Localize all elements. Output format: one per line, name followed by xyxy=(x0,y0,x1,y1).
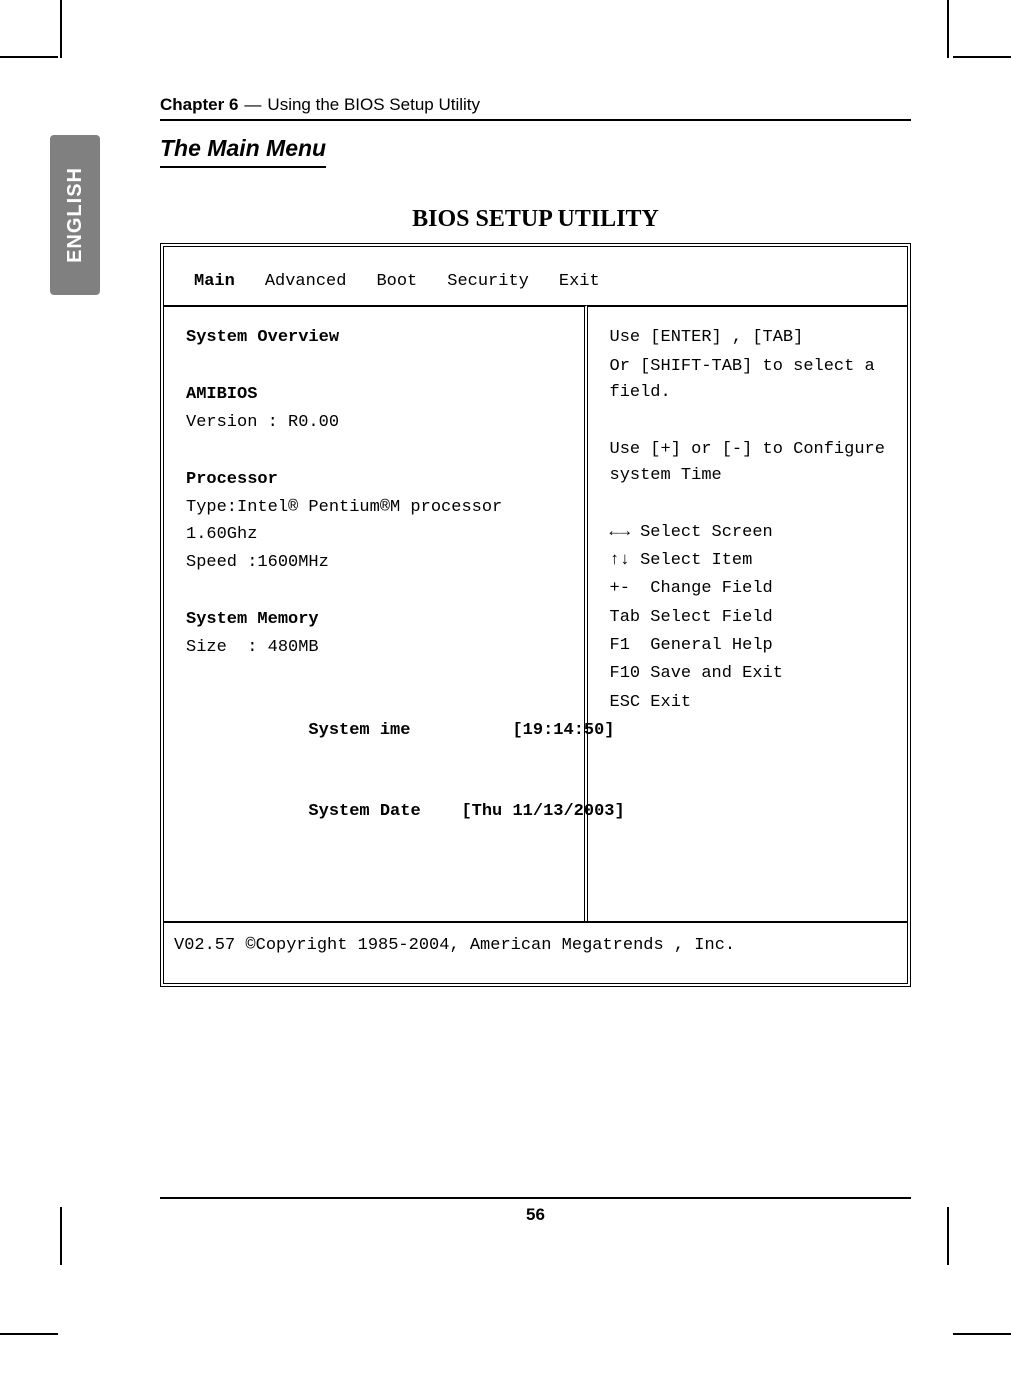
help-f10: F10 Save and Exit xyxy=(610,661,899,687)
system-memory-heading: System Memory xyxy=(186,607,578,633)
page-number: 56 xyxy=(160,1205,911,1225)
tab-main[interactable]: Main xyxy=(194,269,235,295)
system-time-row[interactable]: System ime [19:14:50] xyxy=(186,692,578,771)
header-title: Using the BIOS Setup Utility xyxy=(267,95,480,115)
tab-advanced[interactable]: Advanced xyxy=(265,269,347,295)
crop-mark xyxy=(953,1333,1011,1335)
bios-help-panel: Use [ENTER] , [TAB] Or [SHIFT-TAB] to se… xyxy=(588,305,907,920)
amibios-heading: AMIBIOS xyxy=(186,382,578,408)
system-date-row[interactable]: System Date [Thu 11/13/2003] xyxy=(186,773,578,852)
help-esc: ESC Exit xyxy=(610,690,899,716)
help-plus-minus: Use [+] or [-] to Configure system Time xyxy=(610,437,899,490)
memory-size: Size : 480MB xyxy=(186,635,578,661)
chapter-label: Chapter 6 xyxy=(160,95,238,115)
processor-type: Type:Intel® Pentium®M processor 1.60Ghz xyxy=(186,495,578,548)
processor-heading: Processor xyxy=(186,467,578,493)
help-tab-field: Tab Select Field xyxy=(610,605,899,631)
bios-box: Main Advanced Boot Security Exit System … xyxy=(160,243,911,987)
system-overview-heading: System Overview xyxy=(186,325,578,351)
bios-left-panel: System Overview AMIBIOS Version : R0.00 … xyxy=(164,305,588,920)
running-header: Chapter 6 — Using the BIOS Setup Utility xyxy=(160,95,911,121)
crop-mark xyxy=(0,1333,58,1335)
bios-tabs: Main Advanced Boot Security Exit xyxy=(164,247,907,305)
language-tab: ENGLISH xyxy=(50,135,100,295)
help-select-screen: ←→ Select Screen xyxy=(610,520,899,546)
tab-boot[interactable]: Boot xyxy=(376,269,417,295)
help-f1: F1 General Help xyxy=(610,633,899,659)
help-select-item: ↑↓ Select Item xyxy=(610,548,899,574)
system-time-label: System ime xyxy=(308,721,410,740)
tab-security[interactable]: Security xyxy=(447,269,529,295)
help-enter-tab: Use [ENTER] , [TAB] xyxy=(610,325,899,351)
help-change-field: +- Change Field xyxy=(610,576,899,602)
bios-heading: BIOS SETUP UTILITY xyxy=(160,206,911,233)
page-footer-rule xyxy=(160,1197,911,1199)
tab-exit[interactable]: Exit xyxy=(559,269,600,295)
amibios-version: Version : R0.00 xyxy=(186,410,578,436)
processor-speed: Speed :1600MHz xyxy=(186,550,578,576)
system-date-label: System Date xyxy=(308,802,420,821)
bios-copyright: V02.57 ©Copyright 1985-2004, American Me… xyxy=(164,921,907,983)
section-title: The Main Menu xyxy=(160,135,326,168)
help-shift-tab: Or [SHIFT-TAB] to select a field. xyxy=(610,354,899,407)
header-sep: — xyxy=(244,95,261,115)
